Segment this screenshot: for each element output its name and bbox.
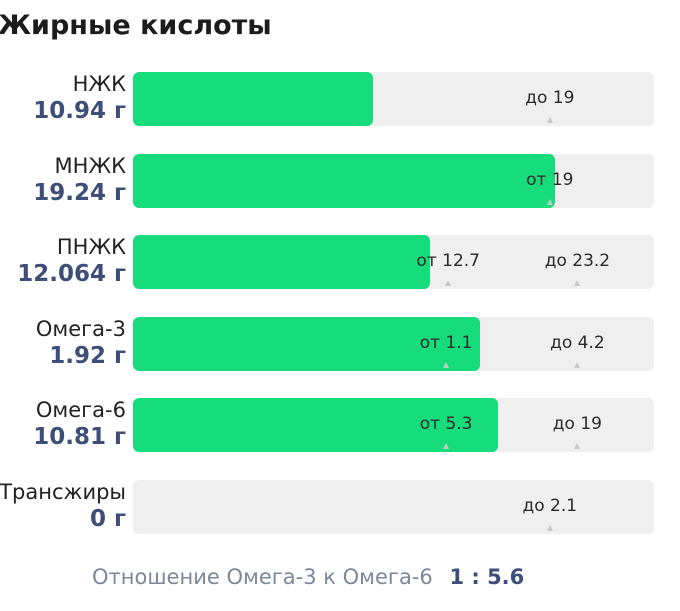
nutrient-row-omega-6: Омега-6 10.81 г от 5.3 до 19 <box>0 398 680 454</box>
range-tick-icon <box>546 117 553 123</box>
nutrient-row-pnzhk: ПНЖК 12.064 г от 12.7 до 23.2 <box>0 235 680 291</box>
range-marker-label: от 12.7 <box>416 251 480 271</box>
nutrient-name: Трансжиры <box>0 479 126 504</box>
nutrient-row-trans-fats: Трансжиры 0 г до 2.1 <box>0 479 680 536</box>
progress-track: от 1.1 до 4.2 <box>133 316 654 371</box>
progress-track: до 2.1 <box>133 479 654 534</box>
nutrient-label: МНЖК 19.24 г <box>33 153 126 207</box>
nutrient-amount: 10.94 г <box>33 98 126 124</box>
range-marker-label: до 23.2 <box>544 251 611 271</box>
progress-track: от 5.3 до 19 <box>133 398 654 452</box>
range-tick-icon <box>443 361 450 368</box>
range-tick-icon <box>574 280 581 286</box>
section-title: Жирные кислоты <box>0 10 272 41</box>
nutrient-row-omega-3: Омега-3 1.92 г от 1.1 до 4.2 <box>0 316 680 373</box>
omega-ratio-value: 1 : 5.6 <box>449 565 525 589</box>
nutrient-amount: 19.24 г <box>33 179 126 206</box>
range-marker-label: до 19 <box>552 414 603 434</box>
omega-ratio-label: Отношение Омега-3 к Омега-6 <box>92 565 433 589</box>
nutrient-label: Омега-3 1.92 г <box>36 316 126 370</box>
nutrient-label: ПНЖК 12.064 г <box>17 234 126 288</box>
progress-fill <box>133 153 555 208</box>
omega-ratio: Отношение Омега-3 к Омега-6 1 : 5.6 <box>92 565 524 589</box>
range-tick-icon <box>574 443 581 449</box>
range-tick-icon <box>443 443 450 449</box>
nutrient-amount: 12.064 г <box>17 261 126 287</box>
range-marker-label: от 5.3 <box>419 414 473 434</box>
nutrient-label: Трансжиры 0 г <box>0 479 126 533</box>
range-tick-icon <box>574 361 581 368</box>
range-marker-label: до 19 <box>525 88 575 108</box>
nutrient-row-nzhk: НЖК 10.94 г до 19 <box>0 72 680 128</box>
nutrient-label: Омега-6 10.81 г <box>33 397 126 451</box>
range-marker-label: от 19 <box>526 169 574 190</box>
nutrient-name: ПНЖК <box>56 235 126 259</box>
progress-fill <box>133 398 498 452</box>
range-tick-icon <box>445 280 452 286</box>
nutrient-name: Омега-3 <box>35 316 126 341</box>
range-marker-label: до 2.1 <box>522 495 578 516</box>
range-tick-icon <box>546 198 553 205</box>
nutrient-amount: 0 г <box>89 505 126 532</box>
progress-track: от 12.7 до 23.2 <box>133 235 654 289</box>
range-marker-label: до 4.2 <box>550 332 605 353</box>
progress-track: до 19 <box>133 72 654 126</box>
progress-fill <box>133 72 374 126</box>
progress-fill <box>133 235 430 289</box>
nutrient-amount: 10.81 г <box>33 424 126 450</box>
range-marker-label: от 1.1 <box>419 332 473 353</box>
nutrient-name: Омега-6 <box>35 398 126 422</box>
nutrient-name: МНЖК <box>54 153 126 178</box>
nutrient-label: НЖК 10.94 г <box>33 71 126 125</box>
range-tick-icon <box>546 524 553 531</box>
progress-fill <box>133 316 480 371</box>
nutrient-row-mnzhk: МНЖК 19.24 г от 19 <box>0 153 680 210</box>
nutrient-amount: 1.92 г <box>49 342 126 369</box>
progress-track: от 19 <box>133 153 654 208</box>
nutrient-name: НЖК <box>72 72 126 96</box>
